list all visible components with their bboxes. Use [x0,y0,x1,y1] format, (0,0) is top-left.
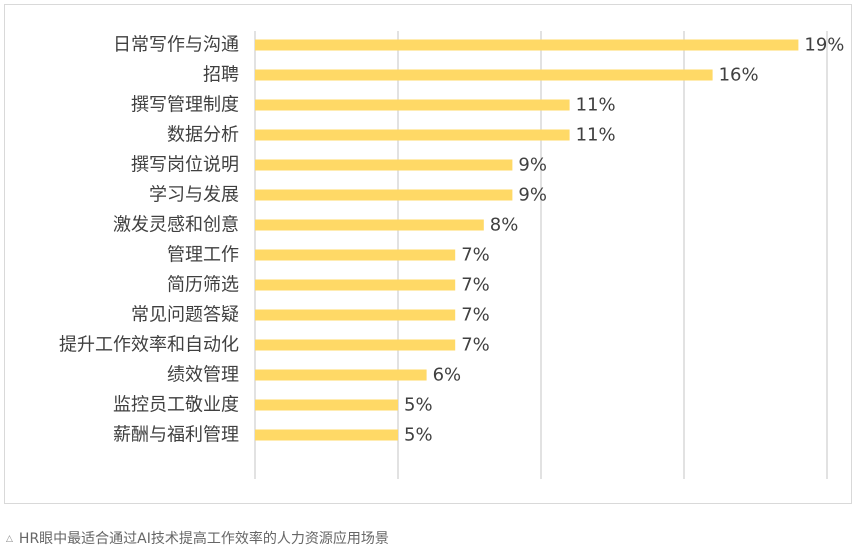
bar [255,129,570,141]
value-label: 6% [433,365,462,386]
value-label: 16% [719,65,759,86]
chart-frame: 日常写作与沟通招聘撰写管理制度数据分析撰写岗位说明学习与发展激发灵感和创意管理工… [4,4,852,504]
value-labels: 19%16%11%11%9%9%8%7%7%7%7%6%5%5% [404,35,844,446]
category-label: 数据分析 [167,125,239,146]
category-label: 监控员工敬业度 [113,395,239,416]
value-label: 11% [576,125,616,146]
category-label: 日常写作与沟通 [113,35,239,56]
triangle-icon: △ [6,534,13,544]
category-label: 薪酬与福利管理 [113,425,239,446]
category-labels: 日常写作与沟通招聘撰写管理制度数据分析撰写岗位说明学习与发展激发灵感和创意管理工… [59,35,239,446]
bar-chart: 日常写作与沟通招聘撰写管理制度数据分析撰写岗位说明学习与发展激发灵感和创意管理工… [59,31,844,479]
category-label: 提升工作效率和自动化 [59,335,239,356]
bar [255,249,456,261]
value-label: 8% [490,215,519,236]
category-label: 撰写岗位说明 [131,155,239,176]
chart-caption: △ HR眼中最适合通过AI技术提高工作效率的人力资源应用场景 [6,528,389,548]
bar [255,339,456,351]
category-label: 常见问题答疑 [131,305,239,326]
bar [255,69,713,81]
value-label: 7% [461,245,490,266]
value-label: 7% [461,335,490,356]
category-label: 招聘 [203,65,239,86]
value-label: 5% [404,425,433,446]
category-label: 学习与发展 [149,185,239,206]
bar [255,189,513,201]
category-label: 管理工作 [167,245,239,266]
value-label: 19% [804,35,844,56]
caption-text: HR眼中最适合通过AI技术提高工作效率的人力资源应用场景 [18,531,389,547]
bar [255,399,398,411]
bar [255,429,398,441]
bar [255,369,427,381]
category-label: 绩效管理 [167,365,239,386]
value-label: 9% [518,185,547,206]
bars [255,39,799,441]
value-label: 9% [518,155,547,176]
bar [255,39,799,51]
value-label: 11% [576,95,616,116]
bar [255,309,456,321]
bar [255,99,570,111]
value-label: 7% [461,305,490,326]
category-label: 撰写管理制度 [131,95,239,116]
bar [255,279,456,291]
value-label: 5% [404,395,433,416]
category-label: 激发灵感和创意 [113,215,239,236]
bar [255,159,513,171]
bar [255,219,484,231]
value-label: 7% [461,275,490,296]
category-label: 简历筛选 [167,275,239,296]
